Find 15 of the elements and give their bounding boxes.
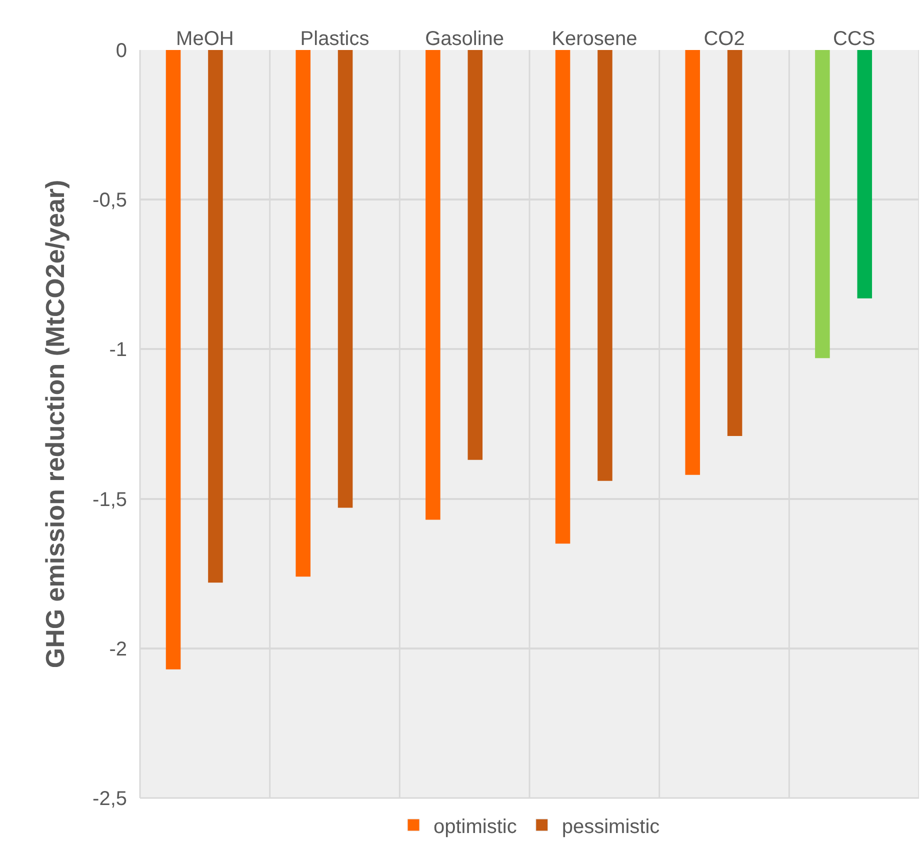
y-tick-label: -1 (109, 339, 127, 362)
y-tick-label: -0,5 (92, 190, 127, 212)
x-tick-label: Plastics (300, 28, 370, 50)
x-tick-label: Gasoline (425, 28, 504, 50)
y-tick-label: -2 (109, 638, 127, 660)
x-tick-label: CCS (832, 28, 876, 50)
y-tick-label: -2,5 (92, 788, 127, 810)
x-tick-label: CO2 (704, 28, 745, 50)
x-tick-label: Kerosene (552, 28, 638, 50)
legend-label: optimistic (434, 816, 517, 838)
y-tick-label: -1,5 (92, 488, 127, 511)
x-tick-label: MeOH (176, 28, 234, 50)
legend-label: pessimistic (562, 816, 660, 838)
y-axis-title: GHG emission reduction (MtCO2e/year) (40, 180, 70, 668)
y-tick-label: 0 (116, 40, 127, 62)
